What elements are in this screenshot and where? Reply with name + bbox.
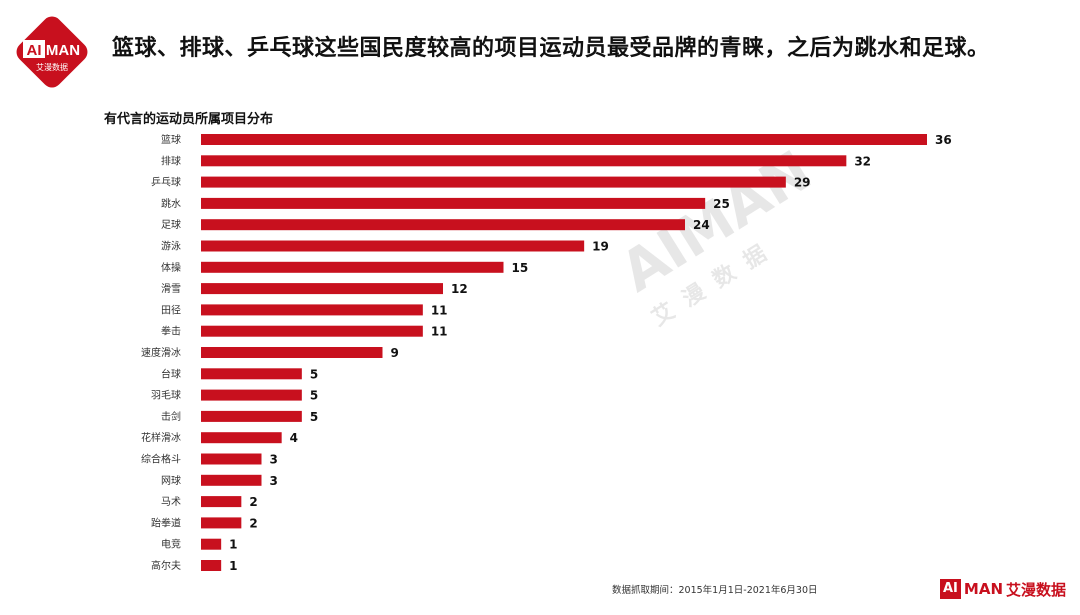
footer-brand-man: MAN xyxy=(963,580,1003,598)
value-label: 2 xyxy=(249,516,257,530)
bar xyxy=(201,389,302,401)
value-label: 3 xyxy=(270,453,278,467)
category-label: 游泳 xyxy=(161,240,181,253)
logo-man-text: MAN xyxy=(46,42,80,59)
bar xyxy=(201,517,242,529)
value-label: 4 xyxy=(290,431,298,445)
category-label: 乒乓球 xyxy=(151,176,181,189)
bar xyxy=(201,283,443,295)
category-label: 拳击 xyxy=(161,325,181,338)
bar xyxy=(201,368,302,380)
value-label: 29 xyxy=(794,176,811,190)
category-label: 花样滑冰 xyxy=(141,431,181,444)
category-label: 跆拳道 xyxy=(151,516,181,529)
category-label: 羽毛球 xyxy=(151,389,181,402)
value-label: 2 xyxy=(249,495,257,509)
bar xyxy=(201,304,423,316)
bar xyxy=(201,134,927,145)
category-label: 马术 xyxy=(161,496,181,508)
value-label: 5 xyxy=(310,367,318,381)
category-label: 台球 xyxy=(161,367,181,380)
value-label: 1 xyxy=(229,559,237,573)
brand-logo: AI MAN 艾漫数据 xyxy=(16,16,88,88)
value-label: 11 xyxy=(431,325,448,339)
value-label: 9 xyxy=(391,346,399,360)
logo-ai-text: AI xyxy=(27,42,42,59)
logo-ai-box xyxy=(23,40,45,58)
bar xyxy=(201,560,222,571)
bar xyxy=(201,325,423,337)
bar xyxy=(201,347,383,358)
logo-cn-text: 艾漫数据 xyxy=(36,62,68,72)
bar xyxy=(201,176,786,188)
category-label: 田径 xyxy=(161,303,181,316)
category-label: 击剑 xyxy=(161,410,181,423)
category-label: 综合格斗 xyxy=(141,453,181,466)
logo-diamond xyxy=(16,16,88,88)
category-label: 滑雪 xyxy=(161,283,181,295)
bar xyxy=(201,197,706,209)
category-label: 体操 xyxy=(161,261,181,274)
page-headline: 篮球、排球、乒乓球这些国民度较高的项目运动员最受品牌的青睐，之后为跳水和足球。 xyxy=(112,35,990,61)
category-label: 高尔夫 xyxy=(151,559,181,572)
value-label: 5 xyxy=(310,410,318,424)
value-label: 36 xyxy=(935,133,952,147)
value-label: 32 xyxy=(854,154,871,168)
bar xyxy=(201,219,685,231)
value-label: 24 xyxy=(693,218,710,232)
bar xyxy=(201,410,302,422)
bar xyxy=(201,538,222,550)
bar xyxy=(201,453,262,465)
chart-title: 有代言的运动员所属项目分布 xyxy=(104,112,274,127)
category-label: 足球 xyxy=(161,218,181,231)
value-label: 12 xyxy=(451,282,468,296)
bar xyxy=(201,155,847,167)
bar xyxy=(201,474,262,486)
bar xyxy=(201,261,504,273)
value-label: 5 xyxy=(310,389,318,403)
category-label: 速度滑冰 xyxy=(141,346,181,359)
footer-brand: AI MAN 艾漫数据 xyxy=(940,576,1066,602)
value-label: 11 xyxy=(431,303,448,317)
footer-brand-ai: AI xyxy=(940,579,961,599)
category-label: 篮球 xyxy=(161,133,181,146)
category-label: 电竞 xyxy=(161,538,181,551)
bar xyxy=(201,240,585,252)
value-label: 25 xyxy=(713,197,730,211)
bar xyxy=(201,496,242,508)
value-label: 1 xyxy=(229,538,237,552)
category-label: 跳水 xyxy=(161,197,181,210)
value-label: 15 xyxy=(512,261,529,275)
data-source-note: 数据抓取期间：2015年1月1日-2021年6月30日 xyxy=(612,585,818,596)
bar xyxy=(201,432,282,444)
value-label: 3 xyxy=(270,474,278,488)
value-label: 19 xyxy=(592,240,609,254)
category-label: 网球 xyxy=(161,474,181,487)
footer-brand-cn: 艾漫数据 xyxy=(1006,580,1067,599)
category-label: 排球 xyxy=(161,154,181,167)
